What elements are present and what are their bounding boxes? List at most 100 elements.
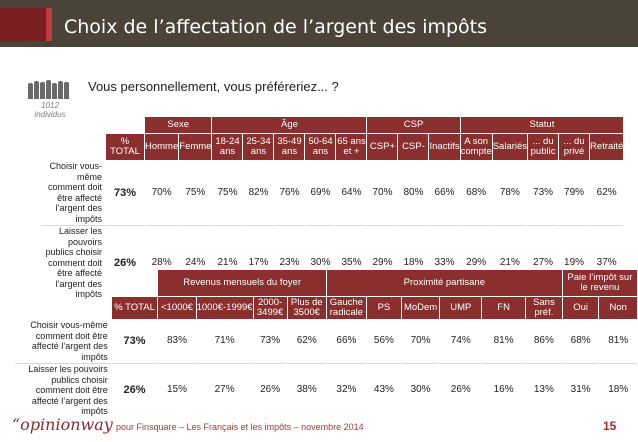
results-table-income-politics: Revenus mensuels du foyer Proximité part…	[14, 269, 638, 418]
group-age: Âge	[212, 117, 367, 133]
cell-value: 68%	[466, 186, 487, 198]
cell-value: 21%	[492, 225, 528, 300]
col-inactifs: Inactifs	[429, 134, 460, 160]
cell-value: 30%	[401, 363, 440, 417]
cell-value: 62%	[596, 186, 617, 198]
table-row: Laisser les pouvoirs publics choisir com…	[41, 225, 624, 300]
cell-value: 18%	[398, 225, 429, 300]
cell-value: 62%	[296, 335, 317, 346]
group-revenus: Revenus mensuels du foyer	[158, 270, 326, 296]
cell-value: 28%	[145, 225, 179, 300]
row-label: Laisser les pouvoirs publics choisir com…	[15, 363, 111, 417]
col-total: % TOTAL	[111, 297, 158, 319]
group-impot: Paie l’impôt sur le revenu	[562, 270, 637, 296]
people-icon	[28, 80, 69, 99]
col-35-49: 35-49 ans	[274, 134, 305, 160]
title-accent-red	[46, 8, 52, 41]
cell-value: 70%	[372, 186, 393, 198]
col-oui: Oui	[562, 297, 599, 319]
cell-value: 66%	[434, 186, 455, 198]
cell-value: 83%	[166, 335, 187, 346]
col-25-34: 25-34 ans	[243, 134, 274, 160]
page-number: 15	[603, 419, 617, 433]
col-non: Non	[599, 297, 637, 319]
cell-value: 35%	[336, 225, 367, 300]
cell-value: 74%	[450, 335, 471, 346]
footer-source: pour Finsquare – Les Français et les imp…	[116, 422, 364, 432]
cell-value: 68%	[570, 335, 591, 346]
group-csp: CSP	[367, 117, 460, 133]
table-row: Choisir vous-même comment doit être affe…	[15, 320, 637, 362]
col-under-1000: <1000€	[158, 297, 196, 319]
cell-value: 16%	[482, 363, 525, 417]
col-csp-minus: CSP-	[398, 134, 429, 160]
cell-value: 24%	[179, 225, 212, 300]
col-prive: ... du privé	[559, 134, 590, 160]
table-row: Laisser les pouvoirs publics choisir com…	[15, 363, 637, 417]
cell-value: 21%	[212, 225, 243, 300]
cell-value: 81%	[493, 335, 514, 346]
cell-value: 27%	[528, 225, 559, 300]
col-gauche-radicale: Gauche radicale	[326, 297, 366, 319]
row-total: 26%	[111, 363, 158, 417]
group-sexe: Sexe	[145, 117, 212, 133]
cell-value: 13%	[525, 363, 562, 417]
cell-value: 37%	[590, 225, 624, 300]
cell-value: 33%	[429, 225, 460, 300]
cell-value: 73%	[260, 335, 281, 346]
cell-value: 69%	[310, 186, 331, 198]
row-label: Laisser les pouvoirs publics choisir com…	[41, 225, 105, 300]
cell-value: 75%	[217, 186, 238, 198]
row-total: 73%	[113, 186, 137, 199]
slide-title: Choix de l’affectation de l’argent des i…	[64, 16, 488, 38]
cell-value: 19%	[559, 225, 590, 300]
col-csp-plus: CSP+	[367, 134, 398, 160]
cell-value: 56%	[373, 335, 394, 346]
cell-value: 80%	[403, 186, 424, 198]
col-modem: MoDem	[401, 297, 440, 319]
row-total: 73%	[123, 335, 146, 347]
cell-value: 86%	[533, 335, 554, 346]
cell-value: 73%	[533, 186, 554, 198]
cell-value: 38%	[287, 363, 326, 417]
group-proximite: Proximité partisane	[326, 270, 562, 296]
col-total: % TOTAL	[106, 134, 144, 160]
cell-value: 27%	[196, 363, 253, 417]
col-ump: UMP	[440, 297, 482, 319]
cell-value: 26%	[440, 363, 482, 417]
col-ps: PS	[366, 297, 401, 319]
col-2000-3499: 2000-3499€	[253, 297, 287, 319]
cell-value: 30%	[305, 225, 336, 300]
cell-value: 64%	[341, 186, 362, 198]
opinionway-logo: “opinionway	[12, 415, 113, 434]
cell-value: 29%	[460, 225, 492, 300]
col-fn: FN	[482, 297, 525, 319]
table-row: Choisir vous-même comment doit être affe…	[41, 161, 623, 224]
cell-value: 76%	[279, 186, 300, 198]
col-50-64: 50-64 ans	[305, 134, 336, 160]
cell-value: 29%	[367, 225, 398, 300]
col-homme: Homme	[145, 134, 179, 160]
cell-value: 70%	[410, 335, 431, 346]
cell-value: 81%	[608, 335, 629, 346]
col-1000-1999: 1000€-1999€	[196, 297, 253, 319]
question-text: Vous personnellement, vous préféreriez..…	[88, 79, 339, 94]
row-total: 26%	[106, 225, 144, 300]
col-over-3500: Plus de 3500€	[287, 297, 326, 319]
cell-value: 70%	[151, 186, 172, 198]
col-a-son-compte: A son compte	[460, 134, 492, 160]
title-accent-dark	[0, 8, 46, 41]
row-label: Choisir vous-même comment doit être affe…	[30, 320, 108, 362]
cell-value: 66%	[336, 335, 357, 346]
cell-value: 26%	[253, 363, 287, 417]
col-public: ... du public	[528, 134, 559, 160]
col-18-24: 18-24 ans	[212, 134, 243, 160]
sample-label: individus	[34, 110, 66, 119]
row-label: Choisir vous-même comment doit être affe…	[47, 161, 102, 224]
cell-value: 18%	[599, 363, 637, 417]
sample-size: 1012 individus	[30, 101, 70, 119]
cell-value: 15%	[158, 363, 196, 417]
cell-value: 75%	[185, 186, 206, 198]
cell-value: 43%	[366, 363, 401, 417]
results-table-demographics: Sexe Âge CSP Statut % TOTAL Homme Femme …	[40, 116, 624, 301]
